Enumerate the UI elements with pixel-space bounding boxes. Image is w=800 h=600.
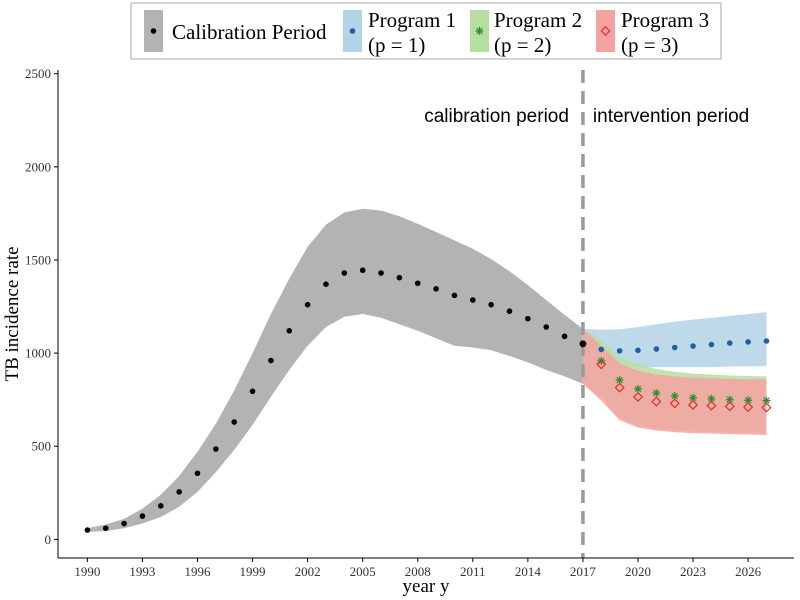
legend-label-3: Program 2: [494, 8, 582, 32]
calibration-point: [341, 270, 348, 276]
legend-marker-1: [150, 28, 157, 34]
calibration-point: [396, 274, 403, 281]
program-1-point: [671, 344, 678, 351]
program-1-point: [616, 348, 623, 354]
program-3-point: [743, 402, 754, 413]
calibration-point: [231, 419, 237, 425]
calibration-point: [378, 270, 384, 276]
legend-marker-4: [600, 25, 611, 37]
x-tick-label: 2002: [295, 564, 321, 579]
uncertainty-bands: [87, 208, 767, 532]
program-1-point: [690, 343, 696, 349]
calibration-period-annotation: calibration period: [424, 106, 569, 127]
legend-marker-3: [475, 27, 484, 35]
y-tick-label: 1000: [25, 346, 51, 361]
legend-marker-2: [349, 28, 356, 34]
calibration-point: [121, 520, 127, 527]
x-tick-label: 2008: [405, 564, 431, 579]
legend-box: [130, 2, 722, 60]
legend-sublabel-4: (p = 3): [621, 33, 678, 57]
x-tick-label: 1999: [240, 564, 266, 579]
x-tick-label: 2017: [570, 564, 597, 579]
program-2-point: [652, 389, 661, 398]
calibration-point: [268, 357, 274, 364]
calibration-point: [194, 470, 201, 477]
calibration-point: [213, 446, 219, 452]
program-1-point: [653, 346, 660, 352]
program-3-point: [669, 398, 680, 409]
data-points: [84, 267, 772, 533]
x-tick-label: 1990: [74, 564, 100, 579]
calibration-point: [102, 525, 109, 531]
program-2-point: [633, 384, 642, 393]
program-3-point: [614, 382, 625, 393]
program-1-point: [726, 340, 733, 346]
program-1-point: [763, 338, 770, 344]
program-3-point: [688, 399, 699, 410]
program-1-point: [598, 346, 605, 353]
y-tick-label: 2500: [25, 66, 51, 81]
calibration-point: [286, 327, 293, 334]
calibration-point: [359, 267, 366, 274]
legend-key-4: [596, 10, 615, 52]
program-3-point: [632, 391, 644, 402]
program-3-point: [596, 359, 607, 370]
legend-sublabel-2: (p = 1): [368, 33, 425, 57]
calibration-point: [543, 324, 550, 330]
calibration-point: [84, 527, 91, 533]
x-tick-label: 2020: [625, 564, 651, 579]
program-2-point: [670, 391, 679, 400]
y-tick-label: 1500: [25, 252, 51, 267]
axes: 1990 1993 1996 1999 2002 2005 2008 2011 2014 2017…: [25, 66, 794, 579]
x-tick-label: 2011: [460, 564, 486, 579]
program-1-point: [745, 339, 751, 345]
calibration-point: [470, 297, 476, 303]
x-tick-label: 1993: [129, 564, 155, 579]
calibration-point: [414, 280, 421, 287]
program-3-point: [724, 401, 735, 412]
calibration-point: [451, 292, 458, 299]
y-tick-label: 0: [45, 532, 52, 547]
calibration-point: [176, 489, 182, 495]
calibration-point: [506, 308, 513, 315]
y-tick-label: 2000: [25, 159, 51, 174]
x-tick-label: 2023: [680, 564, 706, 579]
intervention-period-annotation: intervention period: [593, 106, 749, 127]
calibration-point: [139, 513, 146, 519]
legend: Calibration Period Program 1(p = 1) Progra…: [130, 2, 722, 60]
calibration-point: [249, 388, 256, 395]
calibration-point: [157, 503, 164, 509]
program-2-point: [762, 396, 771, 405]
y-tick-label: 500: [32, 439, 52, 454]
program-1-point: [635, 347, 641, 354]
calibration-point: [561, 333, 568, 340]
y-axis-label: TB incidence rate: [2, 246, 23, 381]
x-axis-label: year y: [403, 576, 450, 597]
calibration-band: [87, 208, 583, 532]
calibration-point: [323, 281, 329, 287]
program-3-point: [651, 396, 662, 407]
band-program-3: [582, 328, 767, 436]
calibration-point: [525, 315, 531, 322]
program-3-point: [706, 400, 717, 411]
x-tick-label: 1996: [184, 564, 211, 579]
program-1-point: [708, 341, 715, 348]
program-3-point: [761, 402, 772, 413]
legend-label-2: Program 1: [368, 8, 456, 32]
legend-sublabel-3: (p = 2): [494, 33, 551, 57]
legend-label-4: Program 3: [621, 8, 709, 32]
calibration-point: [579, 340, 587, 348]
x-tick-label: 2014: [515, 564, 542, 579]
x-tick-label: 2026: [735, 564, 762, 579]
x-tick-label: 2005: [350, 564, 376, 579]
calibration-point: [433, 286, 439, 292]
calibration-point: [488, 301, 494, 308]
calibration-point: [304, 301, 311, 308]
legend-label-1: Calibration Period: [172, 20, 327, 44]
